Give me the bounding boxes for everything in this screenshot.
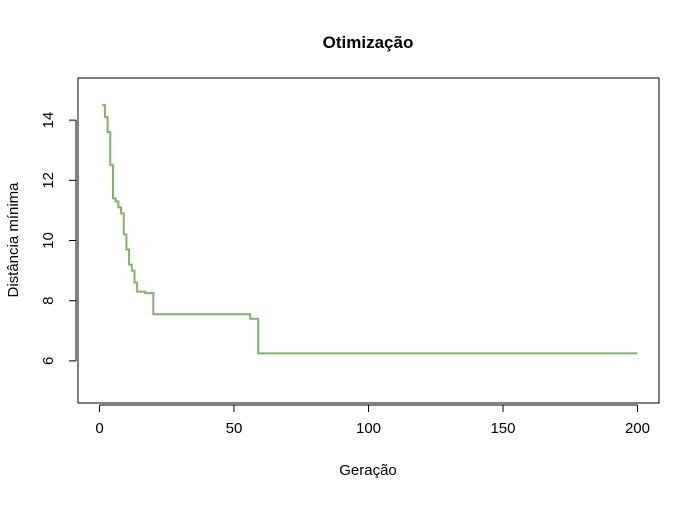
x-tick-label: 0 [95, 420, 103, 437]
x-tick-label: 150 [490, 420, 515, 437]
plot-frame [77, 77, 660, 404]
y-tick-label: 12 [40, 172, 57, 189]
y-tick-label: 8 [40, 297, 57, 305]
y-tick-label: 10 [40, 232, 57, 249]
y-tick-label: 6 [40, 357, 57, 365]
x-axis: 0 50 100 150 200 [95, 404, 650, 437]
chart-title: Otimização [323, 33, 414, 52]
x-tick-label: 50 [226, 420, 243, 437]
x-tick-label: 100 [356, 420, 381, 437]
y-axis: 6 8 10 12 14 [40, 112, 77, 365]
series-layer [102, 104, 638, 355]
x-tick-label: 200 [625, 420, 650, 437]
x-axis-label: Geração [339, 462, 397, 479]
series-line [102, 104, 638, 355]
y-axis-label: Distância mínima [5, 182, 22, 298]
y-tick-label: 14 [40, 112, 57, 129]
